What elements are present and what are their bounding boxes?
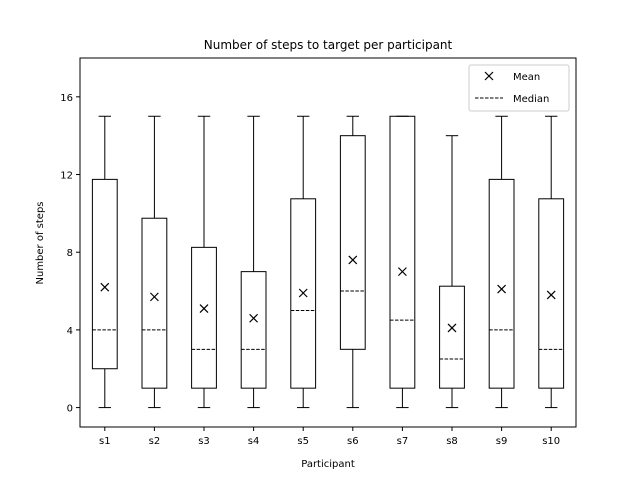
box-s8 xyxy=(439,135,465,409)
box-s9 xyxy=(488,115,515,409)
x-tick-label: s4 xyxy=(248,436,260,447)
box-s1 xyxy=(91,115,118,409)
x-tick-label: s8 xyxy=(446,436,458,447)
mean-marker xyxy=(397,267,407,277)
x-tick-label: s9 xyxy=(496,436,508,447)
y-tick-label: 12 xyxy=(60,171,73,182)
iqr-box xyxy=(141,217,168,389)
mean-marker-stroke xyxy=(546,290,556,300)
mean-marker xyxy=(149,292,159,302)
x-tick-label: s3 xyxy=(198,436,210,447)
legend-item-mean: Mean xyxy=(484,71,540,83)
iqr-box xyxy=(339,135,366,350)
mean-marker-stroke xyxy=(100,282,110,292)
mean-marker-stroke xyxy=(249,313,259,323)
plot-area xyxy=(79,57,577,428)
y-axis: 0 4 8 12 16 xyxy=(60,93,80,415)
box-s5 xyxy=(290,115,317,409)
mean-marker-stroke xyxy=(447,323,457,333)
mean-marker-stroke xyxy=(149,292,159,302)
box-s6 xyxy=(339,115,366,409)
iqr-box xyxy=(439,285,465,389)
mean-marker xyxy=(199,304,209,313)
y-tick-label: 8 xyxy=(67,248,73,259)
box-s7 xyxy=(389,115,416,409)
mean-marker xyxy=(298,288,308,298)
box-s2 xyxy=(141,115,168,409)
x-tick-label: s5 xyxy=(297,436,309,447)
iqr-box xyxy=(538,198,565,389)
x-tick-label: s1 xyxy=(99,436,111,447)
mean-marker-stroke xyxy=(348,255,358,265)
iqr-box xyxy=(191,246,217,389)
mean-marker xyxy=(497,284,507,294)
x-tick-label: s2 xyxy=(149,436,161,447)
legend-label: Median xyxy=(513,94,549,105)
mean-marker-stroke xyxy=(397,267,407,277)
box-s10 xyxy=(538,115,565,409)
legend: Mean Median xyxy=(468,64,570,112)
legend-item-median: Median xyxy=(475,94,549,105)
chart-title: Number of steps to target per participan… xyxy=(204,38,453,52)
y-tick-label: 4 xyxy=(67,326,73,337)
mean-marker xyxy=(447,323,457,333)
mean-marker-stroke xyxy=(199,304,209,313)
legend-frame xyxy=(468,64,570,112)
mean-marker xyxy=(249,313,259,323)
iqr-box xyxy=(91,178,118,370)
x-tick-label: s6 xyxy=(347,436,359,447)
mean-marker xyxy=(546,290,556,300)
iqr-box xyxy=(240,271,267,389)
y-axis-label: Number of steps xyxy=(35,201,46,284)
x-tick-label: s7 xyxy=(397,436,409,447)
x-axis: s1 s2 s3 s4 s5 s6 s7 s8 s9 s10 xyxy=(99,427,560,447)
x-tick-label: s10 xyxy=(542,436,560,447)
y-tick-label: 16 xyxy=(60,93,73,104)
legend-label: Mean xyxy=(513,72,540,83)
plot-frame xyxy=(79,57,577,428)
iqr-box xyxy=(290,198,317,389)
iqr-box xyxy=(389,115,416,389)
y-tick-label: 0 xyxy=(67,404,73,415)
box-s3 xyxy=(191,115,217,409)
boxes xyxy=(91,115,565,409)
box-s4 xyxy=(240,115,267,409)
x-axis-label: Participant xyxy=(301,459,355,470)
mean-marker xyxy=(100,282,110,292)
iqr-box xyxy=(488,178,515,389)
mean-marker xyxy=(348,255,358,265)
legend-mean-marker xyxy=(484,71,494,81)
mean-marker-stroke xyxy=(298,288,308,298)
mean-marker-stroke xyxy=(497,284,507,294)
